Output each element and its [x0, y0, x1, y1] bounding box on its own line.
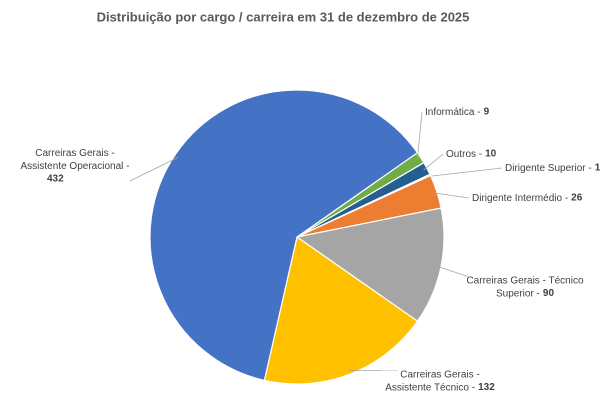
slice-label: Carreiras Gerais - Assistente Técnico -	[385, 369, 480, 393]
slice-value: 1	[595, 163, 601, 174]
slice-label: Outros -	[446, 149, 482, 160]
pie-slice	[263, 235, 419, 385]
label-line: Dirigente Intermédio -	[472, 193, 568, 204]
label-line: Assistente Técnico -	[385, 382, 475, 393]
label-line: Outros -	[446, 149, 482, 160]
leader-line	[432, 192, 470, 199]
label-line: Assistente Operacional -	[21, 161, 130, 172]
slice-label: Carreiras Gerais - Assistente Operacional…	[21, 148, 130, 172]
leader-line	[423, 153, 444, 171]
slice-value: 432	[47, 174, 64, 185]
leader-line	[129, 156, 179, 182]
label-line: Carreiras Gerais -	[35, 148, 114, 159]
label-line: Superior -	[496, 288, 540, 299]
label-line: Informática -	[425, 107, 481, 118]
slice-label: Carreiras Gerais - Técnico Superior -	[466, 275, 584, 299]
pie-slice	[149, 89, 419, 382]
slice-value: 9	[484, 107, 490, 118]
leader-line	[436, 265, 469, 277]
slice-value: 10	[485, 149, 497, 160]
slice-label: Dirigente Superior -	[505, 163, 592, 174]
leader-line	[426, 167, 503, 178]
slice-label: Dirigente Intermédio -	[472, 193, 568, 204]
label-line: Dirigente Superior -	[505, 163, 592, 174]
slice-value: 132	[478, 382, 495, 393]
label-line: Carreiras Gerais -	[400, 369, 479, 380]
leader-line	[416, 111, 423, 160]
label-line: Carreiras Gerais - Técnico	[466, 275, 584, 286]
chart-title: Distribuição por cargo / carreira em 31 …	[97, 9, 470, 24]
slice-value: 90	[543, 288, 555, 299]
pie-slice	[295, 207, 445, 323]
slice-label: Informática -	[425, 107, 481, 118]
slice-value: 26	[571, 193, 583, 204]
